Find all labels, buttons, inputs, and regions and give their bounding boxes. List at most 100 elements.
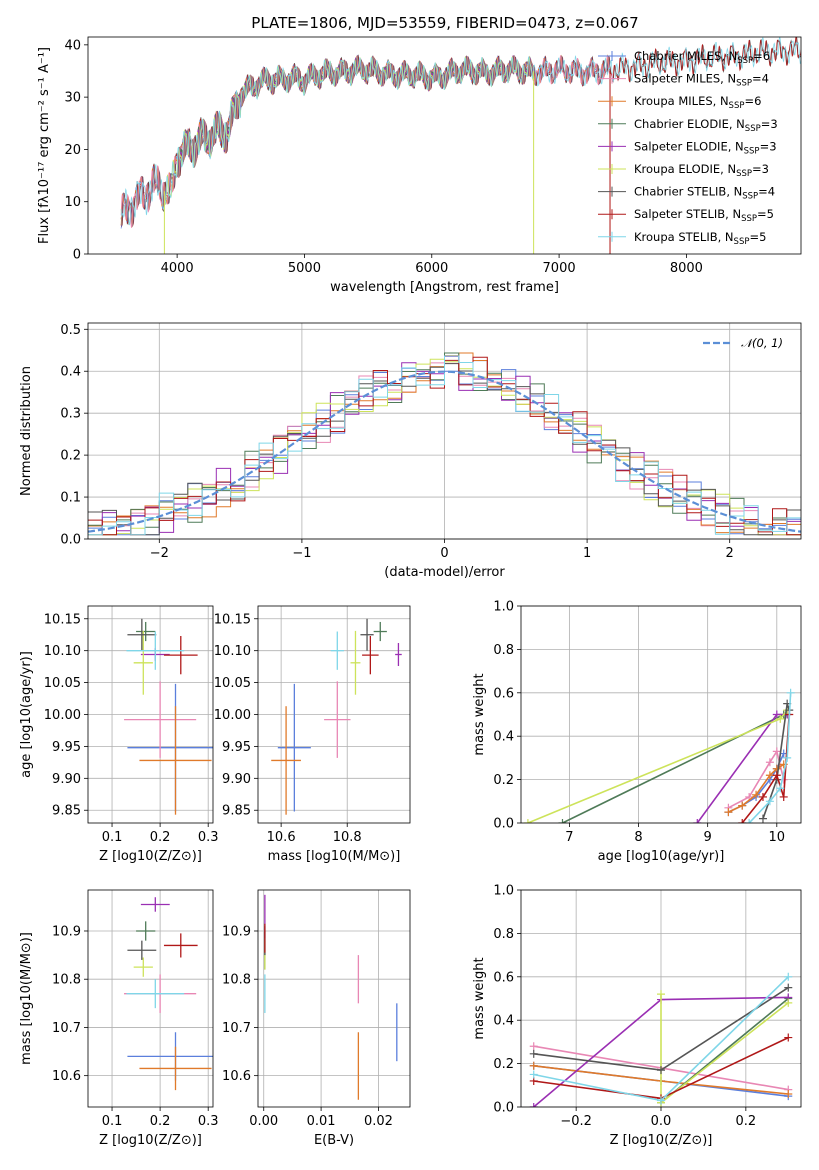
x-axis-label: Z [log10(Z/Z⊙)] <box>610 1133 713 1148</box>
y-axis-label: mass [log10(M/M⊙)] <box>19 932 34 1065</box>
weight-marker-kroupa-elodie <box>776 714 785 723</box>
plot-area <box>529 972 793 1107</box>
x-axis-label: mass [log10(M/M⊙)] <box>268 849 401 864</box>
weight-marker-salpeter-miles <box>529 1042 538 1051</box>
y-tick-label: 10.8 <box>222 973 251 988</box>
legend-label: Chabrier ELODIE, NSSP=3 <box>634 117 778 134</box>
y-tick-label: 0.0 <box>493 817 514 832</box>
legend-subscript: SSP <box>734 237 750 247</box>
legend-series-name: Kroupa STELIB, N <box>634 230 734 244</box>
x-axis-label: (data-model)/error <box>384 565 505 580</box>
x-tick-label: 9 <box>704 830 712 845</box>
y-axis-label: age [log10(age/yr)] <box>19 651 34 778</box>
axes-frame <box>257 889 411 1108</box>
x-tick-label: 7000 <box>543 261 576 276</box>
y-tick-label: 0.4 <box>493 1014 514 1029</box>
weight-marker-kroupa-miles <box>765 771 774 780</box>
legend-series-name: Salpeter STELIB, N <box>634 207 741 221</box>
y-tick-label: 9.90 <box>52 772 81 787</box>
x-tick-label: −1 <box>292 546 311 561</box>
legend-label: Kroupa ELODIE, NSSP=3 <box>634 162 769 179</box>
legend-label: Kroupa STELIB, NSSP=5 <box>634 230 766 247</box>
y-tick-label: 10.15 <box>214 612 251 627</box>
legend-subscript: SSP <box>736 169 752 179</box>
weight-marker-chabrier-stelib <box>657 1066 665 1075</box>
x-axis-label: wavelength [Angstrom, rest frame] <box>330 280 559 295</box>
weight-vs-age-panel: 7 8 9 10 0.0 0.2 0.4 0.6 0.8 1.0 age [log10(age/yr… <box>472 600 802 864</box>
x-tick-label: 0.2 <box>736 1114 757 1129</box>
y-tick-label: 9.95 <box>52 740 81 755</box>
x-tick-label: −0.2 <box>560 1114 592 1129</box>
y-tick-label: 10.9 <box>222 924 251 939</box>
legend-series-name: Salpeter ELODIE, N <box>634 139 744 153</box>
y-tick-label: 10.05 <box>44 676 81 691</box>
weight-marker-kroupa-elodie <box>523 819 532 823</box>
weight-marker-kroupa-stelib <box>745 819 754 823</box>
legend-subscript: SSP <box>745 124 761 134</box>
legend-series-name: Kroupa MILES, N <box>634 94 729 108</box>
weight-marker-salpeter-stelib <box>738 819 747 823</box>
axes-frame <box>87 605 214 824</box>
legend-series-name: Salpeter MILES, N <box>634 72 736 86</box>
x-tick-label: 0.3 <box>198 1114 219 1129</box>
gaussian-curve <box>88 370 801 533</box>
legend-nssp-value: =6 <box>753 49 770 63</box>
y-tick-label: 0.6 <box>493 686 514 701</box>
weight-marker-kroupa-stelib <box>529 1070 538 1079</box>
x-axis-label: Z [log10(Z/Z⊙)] <box>99 849 202 864</box>
legend-subscript: SSP <box>742 192 758 202</box>
weight-marker-salpeter-stelib <box>784 1033 793 1042</box>
y-tick-label: 10.10 <box>214 644 251 659</box>
weight-marker-kroupa-stelib <box>786 688 795 697</box>
legend-nssp-value: =4 <box>752 72 769 86</box>
y-tick-label: 1.0 <box>493 884 514 899</box>
plot-area <box>120 37 801 254</box>
weight-marker-kroupa-elodie <box>784 998 793 1007</box>
weight-line-kroupa-elodie <box>527 709 788 823</box>
weight-marker-kroupa-stelib <box>784 972 793 981</box>
weight-marker-kroupa-miles <box>784 1089 793 1098</box>
plot-area <box>124 618 213 815</box>
y-axis-label: Normed distribution <box>19 366 34 496</box>
legend-subscript: SSP <box>736 79 752 89</box>
plot-area <box>124 897 213 1091</box>
y-tick-label: 0.2 <box>493 773 514 788</box>
axes-frame <box>87 36 802 255</box>
x-tick-label: 5000 <box>288 261 321 276</box>
weight-marker-salpeter-miles <box>779 775 788 784</box>
x-tick-label: 4000 <box>161 261 194 276</box>
x-tick-label: 10.8 <box>333 830 362 845</box>
hist-step-kroupa-stelib <box>88 355 801 536</box>
x-tick-label: 0.1 <box>102 830 123 845</box>
y-tick-label: 0.4 <box>493 730 514 745</box>
x-axis-label: Z [log10(Z/Z⊙)] <box>99 1133 202 1148</box>
legend-label: Kroupa MILES, NSSP=6 <box>634 94 761 111</box>
x-tick-label: −2 <box>150 546 169 561</box>
y-tick-label: 0.2 <box>60 449 81 464</box>
y-axis-label: Flux [fλ10⁻¹⁷ erg cm⁻² s⁻¹ A⁻¹] <box>37 47 52 244</box>
mass-vs-metallicity-panel: 0.1 0.2 0.3 10.6 10.7 10.8 10.9 Z [log10(Z/Z⊙)]… <box>19 889 219 1148</box>
legend-label: Salpeter ELODIE, NSSP=3 <box>634 139 777 156</box>
y-tick-label: 0.5 <box>60 323 81 338</box>
x-tick-label: 0.02 <box>364 1114 393 1129</box>
y-tick-label: 10.7 <box>222 1021 251 1036</box>
spectrum-line-kroupa-stelib <box>120 37 801 226</box>
y-tick-label: 0.1 <box>60 491 81 506</box>
x-tick-label: 10.6 <box>267 830 296 845</box>
y-tick-label: 0.2 <box>493 1057 514 1072</box>
axes-frame <box>520 605 802 824</box>
axes-frame <box>87 889 214 1108</box>
legend-label: Salpeter MILES, NSSP=4 <box>634 72 769 89</box>
plot-area <box>88 352 801 536</box>
legend-series-name: Chabrier STELIB, N <box>634 185 742 199</box>
x-tick-label: 0.3 <box>198 830 219 845</box>
y-tick-label: 0.8 <box>493 643 514 658</box>
y-tick-label: 10.00 <box>44 708 81 723</box>
y-tick-label: 9.85 <box>222 804 251 819</box>
legend-nssp-value: =3 <box>761 117 778 131</box>
weight-marker-salpeter-stelib <box>758 792 767 801</box>
weight-marker-kroupa-miles <box>724 808 733 817</box>
y-tick-label: 30 <box>64 91 81 106</box>
weight-marker-salpeter-miles <box>772 747 781 756</box>
